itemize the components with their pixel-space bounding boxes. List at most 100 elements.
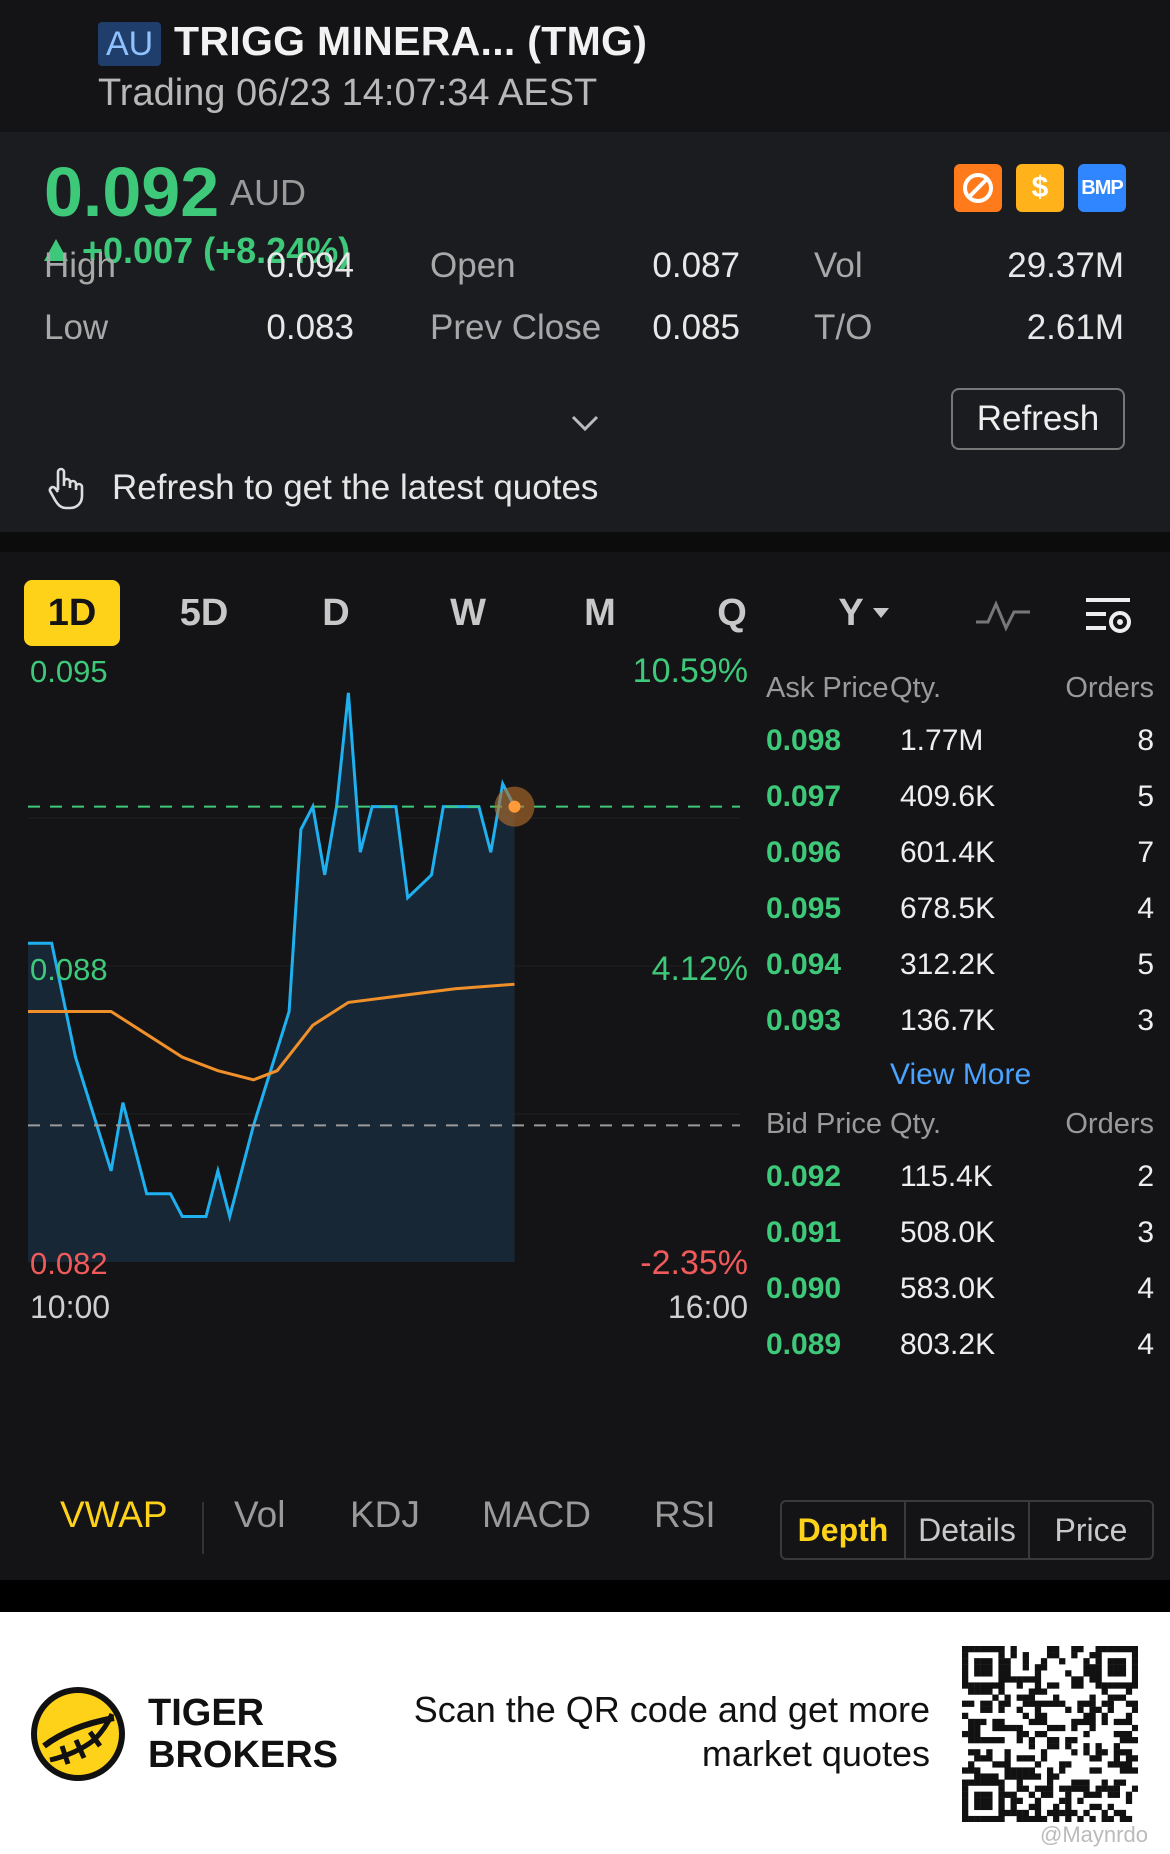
tiger-brokers-logo-icon [31, 1687, 125, 1781]
price-change-value: +0.007 (+8.24%) [82, 230, 351, 271]
tab-day[interactable]: D [322, 591, 350, 634]
ask-price[interactable]: 0.094 [766, 948, 842, 981]
open-value: 0.087 [652, 246, 740, 285]
ask-orders: 5 [1137, 948, 1154, 981]
tab-month[interactable]: M [584, 591, 616, 634]
high-value: 0.094 [266, 246, 354, 285]
bid-orders-header: Orders [1065, 1108, 1154, 1140]
bid-price-header: Bid Price [766, 1108, 883, 1140]
brand-name: TIGER BROKERS [148, 1692, 338, 1776]
dollar-icon[interactable]: $ [1016, 164, 1064, 212]
tab-macd[interactable]: MACD [482, 1494, 591, 1535]
price-area-fill [28, 692, 515, 1262]
bid-price[interactable]: 0.091 [766, 1216, 842, 1249]
y-min-pct: -2.35% [640, 1244, 748, 1282]
ask-orders: 7 [1137, 836, 1154, 869]
prev-close-value: 0.085 [652, 308, 740, 347]
tab-year[interactable]: Y [816, 580, 912, 646]
qr-code-icon [962, 1646, 1138, 1822]
y-min-label: 0.082 [30, 1246, 108, 1281]
bid-qty: 803.2K [900, 1328, 996, 1361]
ask-orders: 5 [1137, 780, 1154, 813]
price-change: +0.007 (+8.24%) [44, 230, 350, 272]
stock-title: TRIGG MINERA... (TMG) [174, 18, 648, 64]
tab-rsi[interactable]: RSI [654, 1494, 716, 1535]
y-mid-label: 0.088 [30, 952, 108, 987]
last-price: 0.092 [44, 153, 220, 231]
brand-line-1: TIGER [148, 1692, 265, 1734]
vol-value: 29.37M [1007, 246, 1124, 285]
tab-1d[interactable]: 1D [24, 580, 120, 646]
y-max-pct: 10.59% [633, 652, 748, 690]
caret-down-icon [872, 608, 889, 618]
tap-hand-icon [48, 467, 84, 510]
bmp-icon[interactable]: BMP [1078, 164, 1126, 212]
up-arrow-icon [44, 239, 68, 261]
tab-kdj[interactable]: KDJ [350, 1494, 420, 1535]
ask-qty-header: Qty. [890, 672, 942, 704]
share-footer: TIGER BROKERS Scan the QR code and get m… [0, 1612, 1170, 1854]
view-segment-control: Depth Details Price [780, 1500, 1154, 1560]
indicator-wave-icon[interactable] [976, 598, 1030, 632]
ask-qty: 601.4K [900, 836, 996, 869]
stock-badges: $ BMP [954, 164, 1126, 212]
tab-depth[interactable]: Depth [797, 1511, 889, 1548]
refresh-button[interactable]: Refresh [951, 388, 1125, 450]
watermark-text: @Maynrdo [1040, 1822, 1148, 1847]
refresh-hint: Refresh to get the latest quotes [112, 468, 599, 507]
ask-qty: 678.5K [900, 892, 996, 925]
ask-price[interactable]: 0.095 [766, 892, 842, 925]
brand-line-2: BROKERS [148, 1734, 339, 1776]
bid-orders: 3 [1137, 1216, 1154, 1249]
no-short-icon[interactable] [954, 164, 1002, 212]
trading-status: Trading 06/23 14:07:34 AEST [98, 72, 598, 114]
chevron-down-icon[interactable] [570, 407, 600, 437]
bid-qty: 115.4K [900, 1160, 993, 1193]
tab-price[interactable]: Price [1028, 1502, 1152, 1558]
bid-price[interactable]: 0.092 [766, 1160, 842, 1193]
intraday-chart[interactable]: 0.095 10.59% 0.088 4.12% 0.082 -2.35% 10… [0, 652, 760, 1592]
ask-orders-header: Orders [1065, 672, 1154, 704]
scan-prompt: Scan the QR code and get more market quo… [370, 1688, 930, 1776]
bid-orders: 4 [1137, 1328, 1154, 1361]
chart-settings-icon[interactable] [1084, 594, 1134, 638]
ask-orders: 3 [1137, 1004, 1154, 1037]
vwap-line [28, 982, 515, 1082]
ask-price[interactable]: 0.098 [766, 724, 842, 757]
tab-5d[interactable]: 5D [179, 591, 229, 634]
ask-orders: 4 [1137, 892, 1154, 925]
ask-price[interactable]: 0.093 [766, 1004, 842, 1037]
tab-vwap[interactable]: VWAP [60, 1494, 168, 1535]
period-tabs: 1D 5D D W M Q Y [0, 580, 1170, 650]
ask-qty: 136.7K [900, 1004, 996, 1037]
x-end-label: 16:00 [668, 1289, 748, 1325]
bid-price[interactable]: 0.089 [766, 1328, 842, 1361]
quote-panel: 0.092 AUD +0.007 (+8.24%) $ BMP High 0.0… [0, 132, 1170, 532]
ask-price[interactable]: 0.096 [766, 836, 842, 869]
bid-orders: 4 [1137, 1272, 1154, 1305]
ask-price[interactable]: 0.097 [766, 780, 842, 813]
bid-price[interactable]: 0.090 [766, 1272, 842, 1305]
turnover-value: 2.61M [1026, 308, 1124, 347]
bid-qty: 583.0K [900, 1272, 996, 1305]
chart-section: 1D 5D D W M Q Y 0.095 10.59% 0.088 4.12%… [0, 552, 1170, 1580]
ask-price-header: Ask Price [766, 672, 889, 704]
refresh-row: Refresh to get the latest quotes [0, 442, 1170, 532]
app-header: AU TRIGG MINERA... (TMG) Trading 06/23 1… [0, 0, 1170, 132]
high-label: High [44, 246, 116, 285]
prev-close-label: Prev Close [430, 308, 602, 347]
currency-label: AUD [230, 172, 307, 213]
ask-qty: 312.2K [900, 948, 996, 981]
tab-week[interactable]: W [450, 591, 486, 634]
tab-quarter[interactable]: Q [717, 591, 747, 634]
low-value: 0.083 [266, 308, 354, 347]
open-label: Open [430, 246, 516, 285]
view-more-link[interactable]: View More [890, 1058, 1032, 1091]
scan-line-2: market quotes [701, 1733, 930, 1774]
low-label: Low [44, 308, 109, 347]
turnover-label: T/O [814, 308, 873, 347]
tab-details[interactable]: Details [904, 1502, 1028, 1558]
scan-line-1: Scan the QR code and get more [413, 1689, 930, 1730]
bid-orders: 2 [1137, 1160, 1154, 1193]
tab-vol[interactable]: Vol [234, 1494, 286, 1535]
